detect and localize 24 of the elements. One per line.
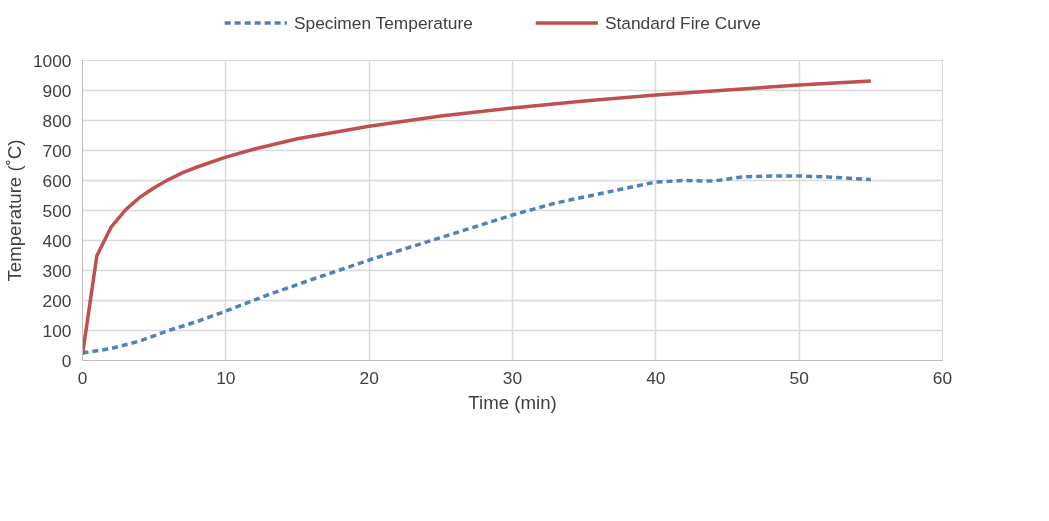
y-tick-label: 100 — [42, 320, 72, 341]
legend-label: Specimen Temperature — [293, 13, 473, 33]
y-axis-title: Temperature (˚C) — [3, 139, 25, 282]
y-tick-label: 500 — [42, 200, 72, 221]
legend-label: Standard Fire Curve — [604, 13, 761, 33]
y-tick-label: 400 — [42, 230, 72, 251]
x-tick-label: 0 — [77, 367, 88, 388]
y-tick-label: 300 — [42, 260, 72, 281]
y-tick-label: 600 — [42, 170, 72, 191]
line-series — [82, 79, 873, 357]
line-series — [82, 174, 873, 355]
y-tick-label: 900 — [42, 80, 72, 101]
x-tick-label: 30 — [502, 367, 523, 388]
x-axis-title: Time (min) — [468, 391, 557, 413]
x-tick-label: 60 — [932, 367, 953, 388]
y-tick-label: 0 — [61, 350, 72, 371]
y-tick-label: 800 — [42, 110, 72, 131]
x-tick-label: 50 — [789, 367, 809, 388]
y-tick-label: 700 — [42, 140, 72, 161]
x-tick-label: 10 — [216, 367, 236, 388]
y-tick-label: 1000 — [32, 50, 72, 71]
x-tick-label: 40 — [646, 367, 666, 388]
y-tick-label: 200 — [42, 290, 72, 311]
x-tick-label: 20 — [359, 367, 379, 388]
